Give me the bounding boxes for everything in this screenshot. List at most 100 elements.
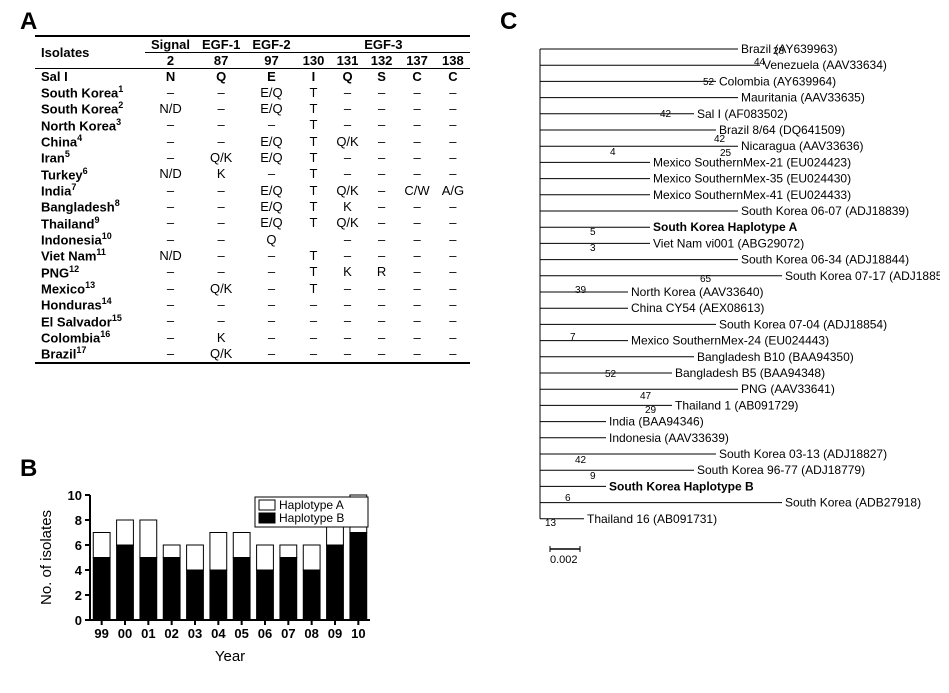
svg-text:07: 07 <box>281 626 295 641</box>
cell: – <box>398 313 435 329</box>
table-row: North Korea3–––T–––– <box>35 117 470 133</box>
cell: – <box>330 117 364 133</box>
svg-text:Thailand 1 (AB091729): Thailand 1 (AB091729) <box>675 398 798 412</box>
svg-text:Year: Year <box>215 648 245 665</box>
cell: Q/K <box>330 215 364 231</box>
cell: – <box>365 247 399 263</box>
svg-text:Haplotype A: Haplotype A <box>279 498 344 512</box>
isolate-name: PNG12 <box>35 264 145 280</box>
cell: – <box>196 296 246 312</box>
cell: – <box>145 149 196 165</box>
svg-text:8: 8 <box>75 513 82 528</box>
isolate-name: Bangladesh8 <box>35 198 145 214</box>
table-row: Indonesia10––Q–––– <box>35 231 470 247</box>
svg-text:Mexico SouthernMex-41 (EU02443: Mexico SouthernMex-41 (EU024433) <box>653 188 851 202</box>
svg-text:03: 03 <box>188 626 202 641</box>
cell: – <box>436 247 470 263</box>
cell: – <box>365 84 399 100</box>
cell: T <box>297 264 331 280</box>
svg-text:China CY54 (AEX08613): China CY54 (AEX08613) <box>631 301 764 315</box>
isolate-name: Thailand9 <box>35 215 145 231</box>
cell: – <box>436 100 470 116</box>
cell: – <box>246 329 296 345</box>
cell: – <box>145 329 196 345</box>
cell: T <box>297 215 331 231</box>
svg-text:South Korea 06-34 (ADJ18844): South Korea 06-34 (ADJ18844) <box>741 253 909 267</box>
svg-text:Mexico SouthernMex-35 (EU02443: Mexico SouthernMex-35 (EU024430) <box>653 172 851 186</box>
cell: Q/K <box>196 345 246 362</box>
table-row: South Korea2N/D–E/QT–––– <box>35 100 470 116</box>
cell: – <box>398 280 435 296</box>
cell: T <box>297 280 331 296</box>
cell: – <box>196 264 246 280</box>
cell: – <box>145 264 196 280</box>
svg-text:42: 42 <box>575 455 587 466</box>
cell: T <box>297 117 331 133</box>
cell: – <box>365 280 399 296</box>
svg-text:09: 09 <box>328 626 342 641</box>
cell: – <box>436 215 470 231</box>
cell: – <box>436 280 470 296</box>
cell: – <box>398 149 435 165</box>
cell: T <box>297 149 331 165</box>
svg-text:Mexico SouthernMex-24 (EU02444: Mexico SouthernMex-24 (EU024443) <box>631 334 829 348</box>
table-row: Thailand9––E/QTQ/K––– <box>35 215 470 231</box>
svg-text:Thailand 16 (AB091731): Thailand 16 (AB091731) <box>587 512 717 526</box>
cell: Q/K <box>196 149 246 165</box>
cell: – <box>330 166 364 182</box>
isolate-name: Honduras14 <box>35 296 145 312</box>
cell: – <box>365 329 399 345</box>
cell: – <box>145 313 196 329</box>
cell: – <box>297 329 331 345</box>
panel-label-a: A <box>20 8 37 36</box>
cell: – <box>398 247 435 263</box>
cell: E <box>246 69 296 85</box>
cell: – <box>365 166 399 182</box>
col-pos: 132 <box>365 53 399 69</box>
cell: – <box>145 215 196 231</box>
svg-text:06: 06 <box>258 626 272 641</box>
cell: – <box>398 100 435 116</box>
cell: T <box>297 247 331 263</box>
svg-text:39: 39 <box>575 285 587 296</box>
cell: T <box>297 166 331 182</box>
cell: – <box>436 313 470 329</box>
phylo-tree: Brazil (AY639963)Venezuela (AAV33634)Col… <box>530 35 940 575</box>
cell: – <box>398 84 435 100</box>
cell: – <box>330 345 364 362</box>
svg-text:South Korea Haplotype A: South Korea Haplotype A <box>653 220 798 234</box>
cell: Q <box>330 69 364 85</box>
svg-text:Viet Nam vi001 (ABG29072): Viet Nam vi001 (ABG29072) <box>653 236 804 250</box>
cell: C <box>398 69 435 85</box>
cell: T <box>297 198 331 214</box>
cell: – <box>436 166 470 182</box>
table-row: Mexico13–Q/K–T–––– <box>35 280 470 296</box>
col-pos: 97 <box>246 53 296 69</box>
cell <box>297 231 331 247</box>
svg-text:3: 3 <box>590 243 596 254</box>
cell: – <box>398 117 435 133</box>
svg-text:Brazil (AY639963): Brazil (AY639963) <box>741 42 838 56</box>
col-isolates: Isolates <box>35 36 145 69</box>
cell: – <box>246 313 296 329</box>
cell: – <box>365 117 399 133</box>
table-row: PNG12–––TKR–– <box>35 264 470 280</box>
svg-text:7: 7 <box>570 332 576 343</box>
svg-text:4: 4 <box>75 563 83 578</box>
cell: – <box>330 231 364 247</box>
cell: – <box>145 231 196 247</box>
cell: E/Q <box>246 215 296 231</box>
cell: – <box>436 296 470 312</box>
isolate-name: Indonesia10 <box>35 231 145 247</box>
svg-text:Mauritania (AAV33635): Mauritania (AAV33635) <box>741 91 865 105</box>
cell: – <box>365 296 399 312</box>
isolate-name: Mexico13 <box>35 280 145 296</box>
svg-text:South Korea 03-13 (ADJ18827): South Korea 03-13 (ADJ18827) <box>719 447 887 461</box>
cell: – <box>297 313 331 329</box>
svg-text:PNG (AAV33641): PNG (AAV33641) <box>741 382 835 396</box>
cell: S <box>365 69 399 85</box>
cell: – <box>246 264 296 280</box>
cell: – <box>365 313 399 329</box>
cell: – <box>398 264 435 280</box>
cell: – <box>398 215 435 231</box>
